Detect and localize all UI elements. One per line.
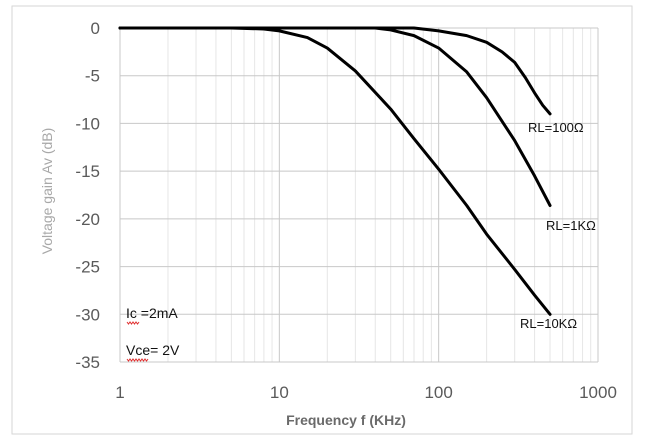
y-axis-title: Voltage gain Av (dB): [39, 128, 55, 255]
plot-border: [11, 5, 633, 435]
x-tick-label: 1000: [579, 383, 617, 402]
series-line-1: [118, 26, 552, 207]
series-label-rl10k: RL=10KΩ: [520, 316, 577, 331]
y-tick-label: -35: [75, 353, 100, 372]
annotation-layer: RL=100Ω RL=1KΩ RL=10KΩ Ic =2mA Vce= 2V: [126, 120, 596, 362]
y-tick-labels: 0 -5 -10 -15 -20 -25 -30 -35: [75, 19, 100, 372]
y-tick-label: -25: [75, 258, 100, 277]
x-tick-labels: 1 10 100 1000: [115, 383, 617, 402]
y-tick-label: -10: [75, 114, 100, 133]
series-line-2: [118, 26, 552, 316]
x-tick-label: 10: [270, 383, 289, 402]
y-tick-label: -30: [75, 305, 100, 324]
spellcheck-mark-vce: [126, 358, 149, 362]
x-tick-label: 100: [424, 383, 452, 402]
series-line-0: [118, 26, 552, 116]
annotation-ic: Ic =2mA: [126, 305, 178, 321]
x-tick-label: 1: [115, 383, 124, 402]
y-tick-label: 0: [91, 19, 100, 38]
y-tick-label: -15: [75, 162, 100, 181]
y-tick-label: -20: [75, 210, 100, 229]
series-label-rl100: RL=100Ω: [528, 120, 584, 135]
annotation-vce: Vce= 2V: [126, 342, 180, 358]
spellcheck-mark-ic: [126, 321, 140, 325]
y-tick-label: -5: [85, 67, 100, 86]
series-label-rl1k: RL=1KΩ: [546, 218, 596, 233]
x-axis-title: Frequency f (KHz): [286, 412, 406, 428]
series-layer: [118, 26, 552, 316]
grid-minor: [167, 28, 592, 362]
